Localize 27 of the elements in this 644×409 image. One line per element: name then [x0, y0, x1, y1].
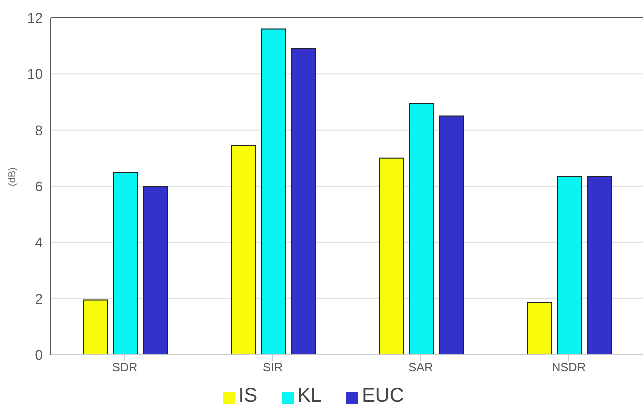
y-tick-label: 2	[35, 290, 44, 307]
legend-label: IS	[238, 385, 258, 407]
y-tick-label: 4	[35, 234, 44, 251]
bar	[557, 176, 582, 355]
y-axis-title: (dB)	[8, 168, 19, 186]
x-tick-label: NSDR	[552, 360, 586, 375]
y-tick-label: 8	[35, 122, 44, 138]
bar	[587, 176, 612, 355]
bar	[291, 48, 316, 355]
bar	[231, 145, 256, 355]
x-tick-label: SAR	[408, 360, 434, 375]
bar	[143, 186, 168, 355]
bar	[379, 158, 404, 355]
y-tick-label: 12	[27, 10, 44, 26]
bar	[409, 103, 434, 355]
bar	[527, 302, 552, 355]
y-tick-label: 10	[27, 66, 44, 82]
x-tick-label: SIR	[262, 360, 284, 375]
bar	[439, 116, 464, 355]
bar	[113, 172, 138, 355]
y-tick-label: 6	[35, 178, 44, 194]
legend-label: KL	[298, 385, 322, 407]
bar	[261, 28, 286, 355]
bar	[83, 300, 108, 355]
x-tick-label: SDR	[112, 360, 138, 375]
y-tick-label: 0	[35, 346, 44, 363]
legend-label: EUC	[362, 385, 404, 407]
